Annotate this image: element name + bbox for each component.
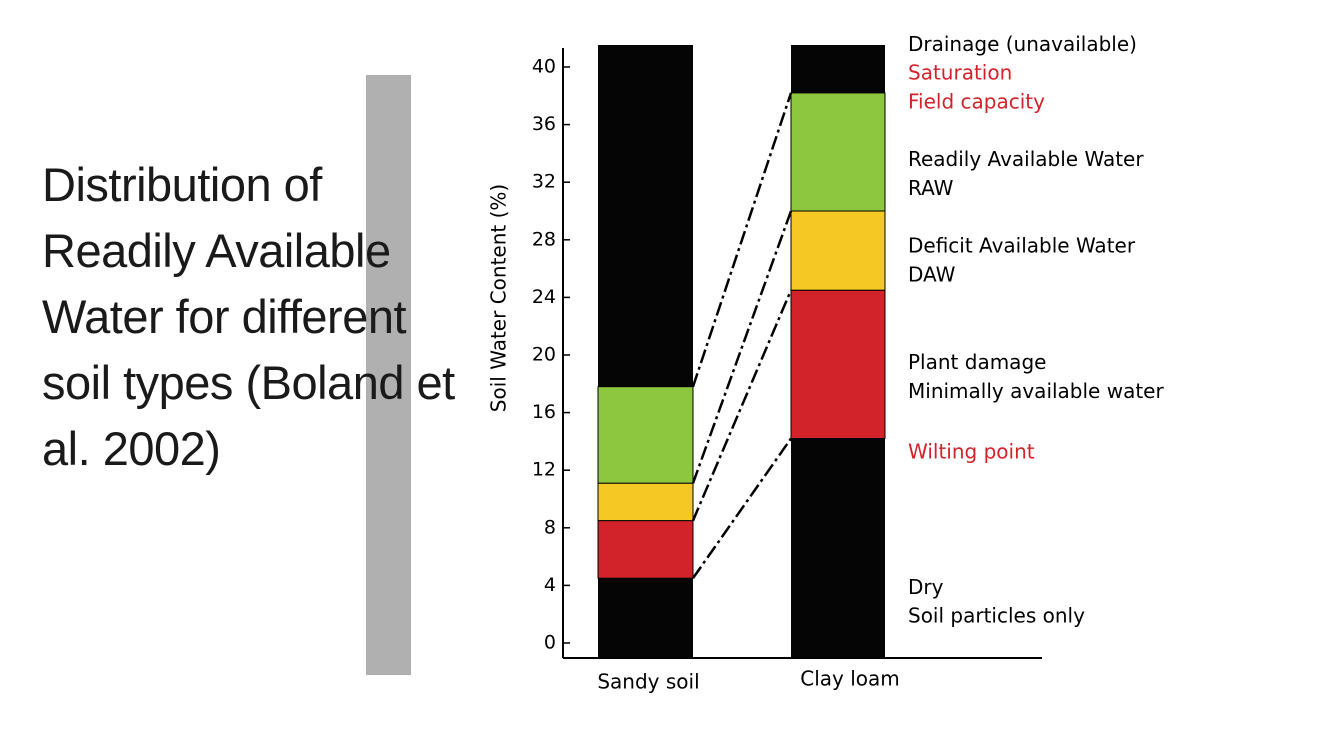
y-tick-label-1: 4 [544,574,556,596]
connector-line-3 [691,92,793,388]
category-label-0: Sandy soil [597,670,699,694]
legend-layer: Drainage (unavailable) Saturation Field ca… [908,32,1164,628]
y-axis-title: Soil Water Content (%) [487,184,511,412]
bar-segment-0-2 [597,482,694,522]
zone-label-1: Saturation [908,61,1012,85]
y-tick-label-0: 0 [544,632,556,654]
zone-label-3: Readily Available Water [908,147,1144,171]
zone-label-11: Soil particles only [908,604,1085,628]
y-tick-label-10: 40 [532,56,556,78]
zone-label-4: RAW [908,176,954,200]
slide-title: Distribution of Readily Available Water … [42,152,462,482]
connectors-layer [691,92,793,579]
bar-segment-1-0 [791,438,885,658]
bars-layer [597,45,886,658]
bar-segment-0-0 [598,578,693,658]
zone-label-10: Dry [908,575,944,599]
bar-segment-0-4 [598,45,693,387]
zone-label-6: DAW [908,262,956,286]
category-labels-layer: Sandy soil Clay loam [597,667,899,694]
bar-segment-1-4 [791,45,885,93]
y-tick-label-9: 36 [532,113,556,135]
y-tick-label-5: 20 [532,344,556,366]
zone-label-2: Field capacity [908,90,1045,114]
category-label-1: Clay loam [800,667,900,691]
connector-line-0 [691,437,793,579]
y-tick-label-7: 28 [532,228,556,250]
y-tick-label-4: 16 [532,401,556,423]
zone-label-9: Wilting point [908,439,1035,463]
y-ticks-layer: 0 4 8 12 16 20 24 28 32 36 40 [532,56,570,654]
y-tick-label-2: 8 [544,516,556,538]
bar-segment-1-2 [790,210,886,291]
bar-segment-1-3 [790,92,886,212]
slide-title-citation: (Boland et al. 2002) [42,356,455,475]
bar-segment-0-1 [597,520,694,579]
axes-layer [562,48,1042,659]
bar-segment-1-1 [790,289,886,440]
y-tick-label-3: 12 [532,459,556,481]
zone-label-0: Drainage (unavailable) [908,32,1137,56]
slide-title-main: Distribution of Readily Available Water … [42,158,407,409]
y-tick-label-8: 32 [532,171,556,193]
zone-label-7: Plant damage [908,350,1046,374]
connector-line-1 [691,289,793,522]
zone-label-5: Deficit Available Water [908,234,1136,258]
bar-segment-0-3 [597,386,694,484]
zone-label-8: Minimally available water [908,379,1164,403]
title-accent-bar [366,75,411,675]
y-tick-label-6: 24 [532,286,556,308]
connector-line-2 [691,210,793,484]
